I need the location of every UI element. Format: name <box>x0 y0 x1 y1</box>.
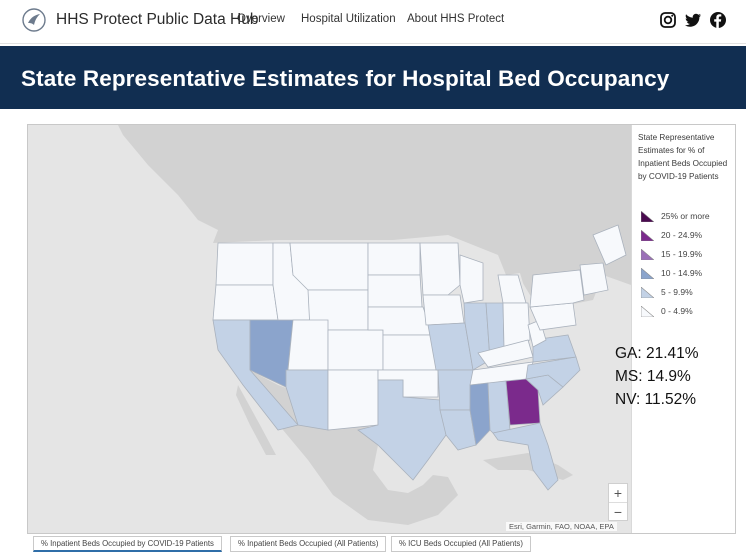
nav-about-hhs-protect[interactable]: About HHS Protect <box>407 13 505 25</box>
state-ga[interactable] <box>505 378 541 426</box>
hhs-eagle-logo-icon[interactable] <box>22 8 46 32</box>
legend-label: 10 - 14.9% <box>661 268 703 278</box>
site-brand-title[interactable]: HHS Protect Public Data Hub <box>56 11 259 28</box>
legend-label: 15 - 19.9% <box>661 249 703 259</box>
state-va[interactable] <box>532 334 577 363</box>
state-mn[interactable] <box>419 242 461 296</box>
map-legend: State Representative Estimates for % of … <box>631 125 735 533</box>
callout-nv: NV: 11.52% <box>615 391 696 408</box>
state-wa[interactable] <box>215 242 274 286</box>
nav-overview[interactable]: Overview <box>237 13 285 25</box>
state-mt[interactable] <box>289 242 369 291</box>
nav-hospital-utilization[interactable]: Hospital Utilization <box>301 13 396 25</box>
state-ia[interactable] <box>422 294 465 326</box>
facebook-icon[interactable] <box>709 11 727 29</box>
legend-swatch <box>641 211 654 222</box>
tab-inpatient-all[interactable]: % Inpatient Beds Occupied (All Patients) <box>230 536 387 552</box>
state-ut[interactable] <box>287 319 329 371</box>
zoom-out-button[interactable]: − <box>609 502 627 520</box>
tab-covid-inpatient[interactable]: % Inpatient Beds Occupied by COVID-19 Pa… <box>33 536 222 552</box>
state-ar[interactable] <box>437 369 474 411</box>
state-az[interactable] <box>285 369 329 431</box>
state-co[interactable] <box>327 329 384 371</box>
callout-ms: MS: 14.9% <box>615 368 691 385</box>
legend-swatch <box>641 230 654 241</box>
legend-swatch <box>641 249 654 260</box>
state-tx[interactable] <box>357 379 447 481</box>
twitter-icon[interactable] <box>684 11 702 29</box>
legend-item: 20 - 24.9% <box>638 228 734 242</box>
tab-icu-all[interactable]: % ICU Beds Occupied (All Patients) <box>391 536 531 552</box>
cuba-land <box>483 453 573 480</box>
state-nm[interactable] <box>327 369 379 431</box>
legend-item: 25% or more <box>638 209 734 223</box>
state-la[interactable] <box>439 409 477 451</box>
state-oh[interactable] <box>502 302 531 348</box>
legend-item: 15 - 19.9% <box>638 247 734 261</box>
legend-item: 10 - 14.9% <box>638 266 734 280</box>
legend-title: State Representative Estimates for % of … <box>638 133 728 181</box>
map-container[interactable]: State Representative Estimates for % of … <box>27 124 736 534</box>
state-new-england[interactable] <box>579 262 609 296</box>
zoom-in-button[interactable]: + <box>613 485 623 501</box>
state-ks[interactable] <box>382 334 437 371</box>
state-ms[interactable] <box>469 382 491 446</box>
page-title-banner: State Representative Estimates for Hospi… <box>0 46 746 109</box>
zoom-control: + − <box>608 483 628 521</box>
instagram-icon[interactable] <box>659 11 677 29</box>
legend-swatch <box>641 268 654 279</box>
states-layer <box>212 224 627 491</box>
legend-label: 0 - 4.9% <box>661 306 693 316</box>
legend-label: 20 - 24.9% <box>661 230 703 240</box>
canada-land <box>118 125 631 315</box>
map-attribution[interactable]: Esri, Garmin, FAO, NOAA, EPA <box>506 522 617 531</box>
legend-label: 5 - 9.9% <box>661 287 693 297</box>
legend-swatch <box>641 287 654 298</box>
state-ny[interactable] <box>529 269 585 308</box>
legend-item: 5 - 9.9% <box>638 285 734 299</box>
callout-ga: GA: 21.41% <box>615 345 699 362</box>
legend-label: 25% or more <box>661 211 710 221</box>
top-navigation-bar: HHS Protect Public Data Hub Overview Hos… <box>0 0 746 44</box>
us-choropleth-map[interactable] <box>28 125 631 534</box>
state-sd[interactable] <box>367 274 423 308</box>
state-wi[interactable] <box>459 254 484 304</box>
legend-item: 0 - 4.9% <box>638 304 734 318</box>
baja-peninsula <box>236 385 276 455</box>
state-nd[interactable] <box>367 242 421 276</box>
legend-swatch <box>641 306 654 317</box>
state-or[interactable] <box>212 284 279 321</box>
state-fl[interactable] <box>492 422 559 491</box>
state-me[interactable] <box>592 224 627 266</box>
page-title: State Representative Estimates for Hospi… <box>21 66 670 91</box>
